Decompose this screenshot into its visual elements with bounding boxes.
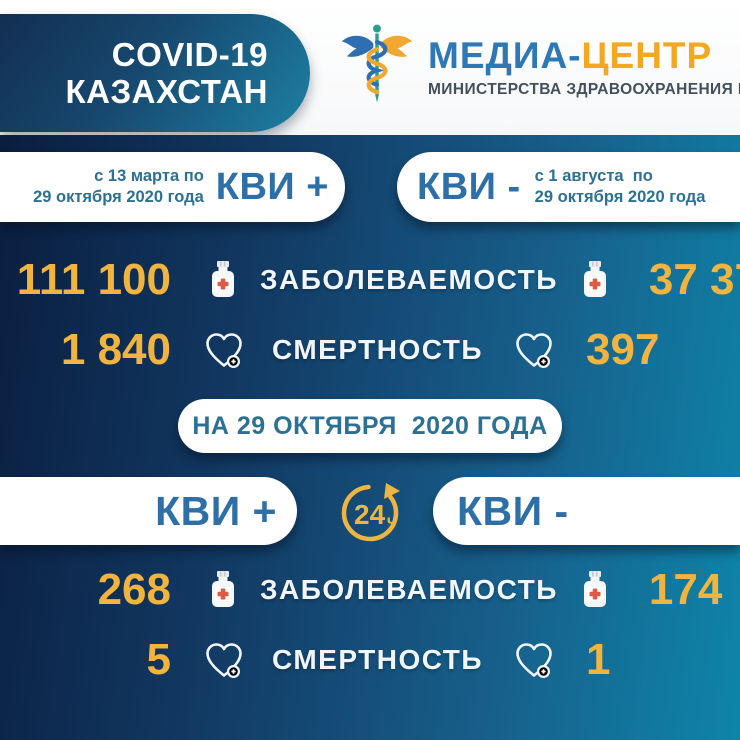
daily-stats: 268 ЗАБОЛЕВАЕМОСТЬ 174 5 СМЕРТНОСТЬ 1 <box>0 555 740 695</box>
daily-kvi-minus-pill: КВИ - <box>433 477 740 545</box>
24h-cycle-icon: 24 ч <box>341 483 400 542</box>
logo-text: МЕДИА-ЦЕНТР МИНИСТЕРСТВА ЗДРАВООХРАНЕНИЯ… <box>428 37 740 99</box>
stat-row-incidence-cumulative: 111 100 ЗАБОЛЕВАЕМОСТЬ 37 379 <box>0 245 740 315</box>
medicine-bottle-icon <box>207 261 239 299</box>
kvi-plus-label: КВИ + <box>155 487 277 534</box>
mortality-label: СМЕРТНОСТЬ <box>271 644 483 675</box>
kvi-minus-label: КВИ - <box>417 165 521 208</box>
covid19-kazakhstan-badge: COVID-19 КАЗАХСТАН <box>0 14 310 132</box>
kvi-plus-label: КВИ + <box>215 165 329 208</box>
logo-subtitle: МИНИСТЕРСТВА ЗДРАВООХРАНЕНИЯ РК <box>428 81 740 98</box>
caduceus-icon <box>341 24 413 103</box>
badge-title-line1: COVID-19 <box>111 35 268 73</box>
logo-title-center: ЦЕНТР <box>581 35 713 76</box>
daily-kvi-plus-pill: КВИ + <box>0 477 297 545</box>
header: COVID-19 КАЗАХСТАН МЕДИА-ЦЕНТР МИНИСТЕРС… <box>0 0 740 135</box>
kvi-plus-period-pill: с 13 марта по 29 октября 2020 года КВИ + <box>0 152 345 222</box>
media-center-logo: МЕДИА-ЦЕНТР МИНИСТЕРСТВА ЗДРАВООХРАНЕНИЯ… <box>340 16 740 120</box>
kvi-minus-mortality-value: 1 <box>586 635 611 684</box>
kvi-plus-period-dates: с 13 марта по 29 октября 2020 года <box>33 166 204 207</box>
logo-title-media: МЕДИА- <box>428 35 582 76</box>
heart-stethoscope-icon <box>202 330 244 370</box>
kvi-plus-mortality-value: 5 <box>146 635 171 684</box>
report-date-pill: НА 29 ОКТЯБРЯ 2020 ГОДА <box>178 399 562 453</box>
medicine-bottle-icon <box>207 571 239 609</box>
kvi-minus-incidence-value: 174 <box>648 565 723 614</box>
kvi-plus-mortality-value: 1 840 <box>60 325 171 374</box>
cumulative-stats: 111 100 ЗАБОЛЕВАЕМОСТЬ 37 379 1 840 СМЕР… <box>0 245 740 385</box>
heart-stethoscope-icon <box>512 640 554 680</box>
stat-row-incidence-daily: 268 ЗАБОЛЕВАЕМОСТЬ 174 <box>0 555 740 625</box>
kvi-plus-incidence-value: 111 100 <box>16 255 171 304</box>
mortality-label: СМЕРТНОСТЬ <box>271 334 483 365</box>
kvi-minus-label: КВИ - <box>457 487 569 534</box>
incidence-label: ЗАБОЛЕВАЕМОСТЬ <box>260 574 558 605</box>
kvi-plus-incidence-value: 268 <box>97 565 171 614</box>
kvi-minus-period-pill: КВИ - с 1 августа по 29 октября 2020 год… <box>397 152 740 222</box>
period-line1: с 13 марта по <box>94 167 204 186</box>
svg-text:24: 24 <box>354 499 386 530</box>
stat-row-mortality-daily: 5 СМЕРТНОСТЬ 1 <box>0 625 740 695</box>
medicine-bottle-icon <box>579 571 611 609</box>
logo-title: МЕДИА-ЦЕНТР <box>428 37 740 74</box>
medicine-bottle-icon <box>579 261 611 299</box>
heart-stethoscope-icon <box>202 640 244 680</box>
kvi-minus-mortality-value: 397 <box>586 325 660 374</box>
stat-row-mortality-cumulative: 1 840 СМЕРТНОСТЬ 397 <box>0 315 740 385</box>
period-line1: с 1 августа по <box>534 167 653 186</box>
kvi-minus-period-dates: с 1 августа по 29 октября 2020 года <box>535 166 706 207</box>
badge-title-line2: КАЗАХСТАН <box>65 73 268 110</box>
incidence-label: ЗАБОЛЕВАЕМОСТЬ <box>260 264 558 295</box>
kvi-minus-incidence-value: 37 379 <box>648 255 740 304</box>
period-line2: 29 октября 2020 года <box>33 188 204 206</box>
period-line2: 29 октября 2020 года <box>534 188 706 206</box>
svg-text:ч: ч <box>387 513 396 530</box>
heart-stethoscope-icon <box>512 330 554 370</box>
